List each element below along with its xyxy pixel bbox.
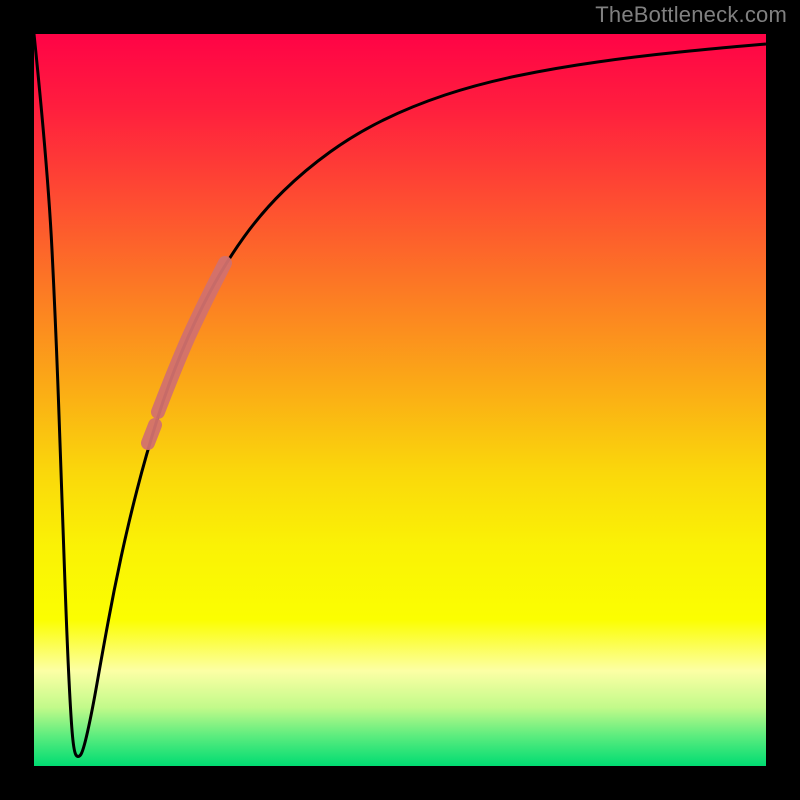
chart-canvas: TheBottleneck.com <box>0 0 800 800</box>
plot-svg <box>0 0 800 800</box>
watermark-text: TheBottleneck.com <box>595 4 787 26</box>
highlight-seg-1 <box>148 425 155 443</box>
plot-background <box>34 34 766 766</box>
